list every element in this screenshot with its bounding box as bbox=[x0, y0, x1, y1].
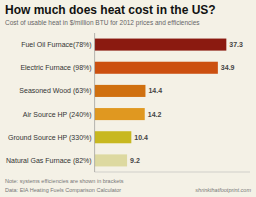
subtitle: Cost of usable heat in $/million BTU for… bbox=[5, 19, 200, 27]
bar bbox=[95, 131, 132, 143]
bar bbox=[95, 85, 146, 97]
page: {"chart_data": {"type": "bar", "orientat… bbox=[0, 0, 256, 197]
x-axis-line bbox=[95, 172, 250, 173]
value-label: 14.2 bbox=[148, 111, 162, 118]
note: Note: systems efficiencies are shown in … bbox=[5, 178, 124, 184]
category-label: Fuel Oil Furnace(78%) bbox=[21, 41, 91, 49]
category-label: Ground Source HP (330%) bbox=[8, 134, 92, 142]
data-source: Data: EIA Heating Fuels Comparison Calcu… bbox=[5, 187, 121, 193]
bar bbox=[95, 39, 227, 51]
watermark: shrinkthatfootprint.com bbox=[195, 187, 251, 193]
title: How much does heat cost in the US? bbox=[5, 3, 216, 17]
value-label: 14.4 bbox=[148, 87, 162, 94]
chart: How much does heat cost in the US? Cost o… bbox=[0, 0, 256, 197]
category-label: Air Source HP (240%) bbox=[23, 111, 92, 119]
bar bbox=[95, 62, 218, 74]
y-axis-line bbox=[94, 33, 95, 172]
category-label: Electric Furnace (98%) bbox=[20, 64, 91, 72]
bar bbox=[95, 154, 127, 166]
category-label: Seasoned Wood (63%) bbox=[19, 87, 91, 95]
bar bbox=[95, 108, 145, 120]
value-label: 34.9 bbox=[221, 64, 235, 71]
category-label: Natural Gas Furnace (82%) bbox=[6, 157, 92, 165]
value-label: 37.3 bbox=[229, 41, 243, 48]
value-label: 9.2 bbox=[130, 157, 140, 164]
value-label: 10.4 bbox=[134, 134, 148, 141]
bars bbox=[95, 39, 227, 167]
